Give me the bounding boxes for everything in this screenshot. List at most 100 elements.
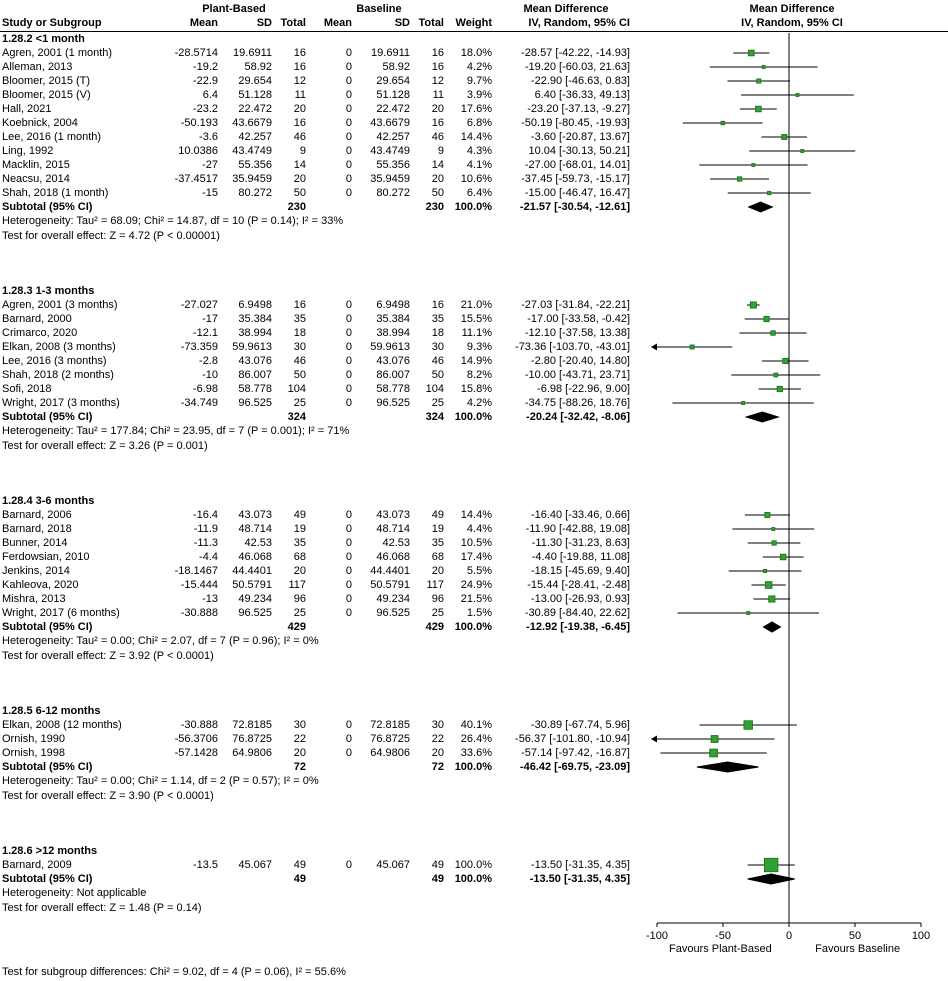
study-row: Barnard, 2018 -11.9 48.714 19 0 48.714 19 4.4% -…: [0, 522, 948, 536]
subtotal-ci-text: -12.92 [-19.38, -6.45]: [526, 621, 630, 633]
study-row: Sofi, 2018 -6.98 58.778 104 0 58.778 104 15.8% -…: [0, 382, 948, 396]
baseline-mean: 0: [345, 173, 352, 185]
study-weight: 10.6%: [460, 173, 492, 185]
baseline-sd: 50.5791: [370, 579, 410, 591]
study-ci-text: 10.04 [-30.13, 50.21]: [528, 145, 630, 157]
study-label: Wright, 2017 (6 months): [2, 607, 120, 619]
study-row: Ferdowsian, 2010 -4.4 46.068 68 0 46.068 68 17.…: [0, 550, 948, 564]
plant-total: 9: [299, 145, 306, 157]
study-ci-text: -6.98 [-22.96, 9.00]: [537, 383, 630, 395]
plant-sd: 59.9613: [232, 341, 272, 353]
study-ci-text: -27.03 [-31.84, -22.21]: [521, 299, 630, 311]
study-ci-text: -11.30 [-31.23, 8.63]: [531, 537, 630, 549]
baseline-total: 20: [431, 103, 444, 115]
study-row: Crimarco, 2020 -12.1 38.994 18 0 38.994 18 11.1…: [0, 326, 948, 340]
study-ci-text: -57.14 [-97.42, -16.87]: [521, 747, 630, 759]
subtotal-row: Subtotal (95% CI) 324 324 100.0% -20.24 [-32…: [0, 410, 948, 424]
study-label: Ornish, 1998: [2, 747, 65, 759]
plant-total: 49: [293, 509, 306, 521]
section-gap: [0, 244, 948, 284]
baseline-mean: 0: [345, 565, 352, 577]
baseline-sd: 59.9613: [370, 341, 410, 353]
baseline-total: 117: [426, 579, 444, 591]
section-gap: [0, 454, 948, 494]
study-weight: 4.2%: [466, 397, 492, 409]
subtotal-ci-text: -21.57 [-30.54, -12.61]: [519, 201, 630, 213]
baseline-mean: 0: [345, 145, 352, 157]
baseline-total: 25: [431, 397, 444, 409]
baseline-total: 16: [431, 47, 444, 59]
study-weight: 17.6%: [460, 103, 492, 115]
plant-sd: 42.53: [244, 537, 272, 549]
baseline-mean: 0: [345, 733, 352, 745]
plant-mean: -12.1: [192, 327, 218, 339]
study-label: Bloomer, 2015 (V): [2, 89, 91, 101]
study-label: Ornish, 1990: [2, 733, 65, 745]
mean-difference-plot-header: Mean Difference: [749, 3, 835, 15]
plant-mean: -30.888: [180, 719, 218, 731]
study-weight: 14.9%: [460, 355, 492, 367]
baseline-mean: 0: [345, 327, 352, 339]
plant-sd: 76.8725: [232, 733, 272, 745]
plant-sd: 6.9498: [238, 299, 272, 311]
baseline-mean: 0: [345, 131, 352, 143]
study-weight: 15.8%: [460, 383, 492, 395]
study-weight: 9.3%: [466, 341, 492, 353]
plant-mean: -34.749: [180, 397, 218, 409]
heterogeneity-line: Heterogeneity: Tau² = 0.00; Chi² = 1.14,…: [2, 775, 319, 787]
plant-mean: -15: [202, 187, 218, 199]
subtotal-baseline-total: 230: [425, 201, 444, 213]
baseline-total: 25: [431, 607, 444, 619]
group-title: 1.28.5 6-12 months: [2, 705, 101, 717]
baseline-total: 22: [431, 733, 444, 745]
axis-area: [0, 916, 948, 960]
baseline-total: 96: [431, 593, 444, 605]
study-weight: 1.5%: [466, 607, 492, 619]
baseline-total: 20: [431, 747, 444, 759]
study-ci-text: -13.50 [-31.35, 4.35]: [530, 859, 630, 871]
plant-mean: -23.2: [192, 103, 218, 115]
baseline-mean: 0: [345, 747, 352, 759]
study-weight: 4.4%: [466, 523, 492, 535]
study-ci-text: -2.80 [-20.40, 14.80]: [530, 355, 630, 367]
plant-sd: 29.654: [238, 75, 272, 87]
baseline-mean: 0: [345, 299, 352, 311]
baseline-sd: 51.128: [376, 89, 410, 101]
baseline-total: 35: [431, 537, 444, 549]
study-weight: 9.7%: [466, 75, 492, 87]
baseline-sd: 43.6679: [370, 117, 410, 129]
study-ci-text: -15.00 [-46.47, 16.47]: [524, 187, 630, 199]
ci-method-text-header: IV, Random, 95% CI: [528, 17, 630, 29]
study-weight: 4.3%: [466, 145, 492, 157]
baseline-total: 20: [431, 565, 444, 577]
baseline-total: 12: [431, 75, 444, 87]
plant-total: 14: [293, 159, 306, 171]
plant-mean: -16.4: [192, 509, 218, 521]
subtotal-ci-text: -20.24 [-32.42, -8.06]: [526, 411, 630, 423]
study-weight: 4.2%: [466, 61, 492, 73]
baseline-sd: 42.53: [382, 537, 410, 549]
mean-difference-text-header: Mean Difference: [523, 3, 609, 15]
study-label: Barnard, 2018: [2, 523, 72, 535]
subtotal-plant-total: 72: [293, 761, 306, 773]
plant-total: 30: [293, 719, 306, 731]
study-label: Neacsu, 2014: [2, 173, 70, 185]
overall-effect-line: Test for overall effect: Z = 4.72 (P < 0…: [2, 230, 220, 242]
baseline-mean: 0: [345, 103, 352, 115]
plant-total: 16: [293, 117, 306, 129]
plant-mean: -22.9: [192, 75, 218, 87]
subtotal-plant-total: 230: [287, 201, 306, 213]
plant-sd: 35.384: [238, 313, 272, 325]
overall-effect-line: Test for overall effect: Z = 1.48 (P = 0…: [2, 902, 202, 914]
baseline-mean: 0: [345, 117, 352, 129]
study-label: Ferdowsian, 2010: [2, 551, 90, 563]
plant-sd: 19.6911: [233, 47, 272, 59]
study-row: Koebnick, 2004 -50.193 43.6679 16 0 43.6679 16…: [0, 116, 948, 130]
subtotal-plant-total: 49: [293, 873, 306, 885]
plant-total: 11: [294, 89, 306, 101]
study-row: Bloomer, 2015 (T) -22.9 29.654 12 0 29.654 12 9…: [0, 74, 948, 88]
baseline-mean: 0: [345, 523, 352, 535]
study-row: Jenkins, 2014 -18.1467 44.4401 20 0 44.4401 20…: [0, 564, 948, 578]
study-row: Agren, 2001 (1 month) -28.5714 19.6911 16 0 1…: [0, 46, 948, 60]
baseline-total: 18: [431, 327, 444, 339]
